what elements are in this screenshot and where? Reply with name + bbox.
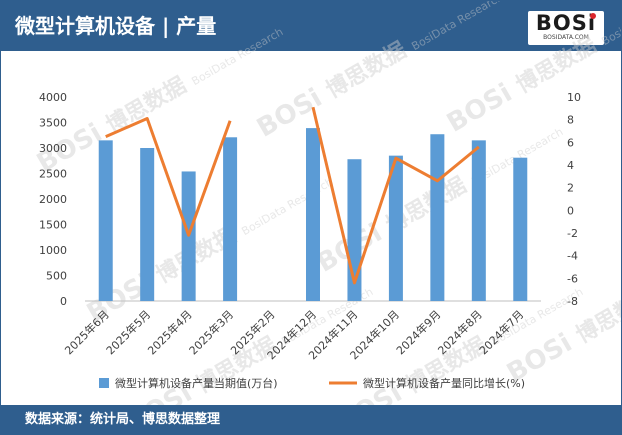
y-left-tick-label: 2500: [39, 168, 67, 181]
growth-line-segment-1: [105, 117, 232, 237]
y-left-tick-label: 500: [46, 270, 67, 283]
page-title: 微型计算机设备 | 产量: [15, 14, 217, 38]
bosi-logo: BOSi BOSIDATA.COM: [528, 11, 604, 45]
y-left-tick-label: 1000: [39, 244, 67, 257]
y-right-tick-label: 10: [567, 91, 581, 104]
footer-bar: 数据来源：统计局、博思数据整理: [1, 405, 621, 434]
y-left-tick-label: 1500: [39, 219, 67, 232]
legend-bar-label: 微型计算机设备产量当期值(万台): [115, 376, 278, 390]
logo-subtext: BOSIDATA.COM: [543, 34, 589, 41]
bar-9: [430, 134, 445, 301]
bar-6: [306, 128, 320, 301]
bar-1: [98, 140, 113, 301]
bar-2: [140, 148, 155, 301]
y-right-tick-label: 6: [567, 136, 574, 149]
legend-bar-swatch: [99, 378, 109, 388]
x-tick-label: 2024年7月: [476, 307, 526, 357]
y-right-tick-label: 2: [567, 182, 574, 195]
growth-line-segment-2: [311, 106, 480, 285]
y-left-tick-label: 2000: [39, 193, 67, 206]
y-right-tick-label: -2: [567, 227, 578, 240]
y-left-tick-label: 0: [60, 295, 67, 308]
logo-dot: [590, 13, 596, 19]
y-right-tick-label: -6: [567, 272, 578, 285]
bar-4: [223, 137, 238, 301]
data-source-note: 数据来源：统计局、博思数据整理: [25, 412, 221, 427]
y-right-tick-label: 4: [567, 159, 574, 172]
y-left-tick-label: 4000: [39, 91, 67, 104]
header-bar: 微型计算机设备 | 产量 BOSi BOSIDATA.COM: [1, 1, 621, 51]
y-left-tick-label: 3000: [39, 142, 67, 155]
y-right-tick-label: -4: [567, 250, 578, 263]
logo-text: BOSi: [535, 11, 597, 35]
y-right-tick-label: 0: [567, 204, 574, 217]
y-right-tick-label: -8: [567, 295, 578, 308]
bar-8: [388, 155, 403, 301]
combo-chart: 0 500 1000 1500 2000 2500 3000 3500 4000 -8 -6 -4 -2…: [39, 91, 581, 390]
bar-11: [513, 157, 528, 301]
y-left-tick-label: 3500: [39, 117, 67, 130]
y-right-tick-label: 8: [567, 114, 574, 127]
legend-line-label: 微型计算机设备产量同比增长(%): [363, 376, 525, 390]
bar-10: [471, 140, 486, 301]
